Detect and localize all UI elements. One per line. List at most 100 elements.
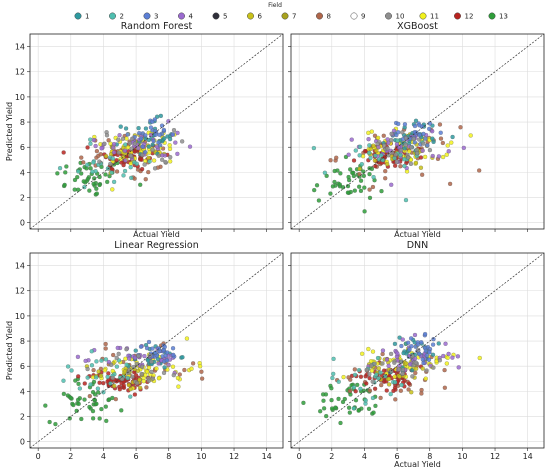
data-point (110, 375, 115, 380)
data-point (373, 164, 378, 169)
data-point (180, 355, 185, 360)
data-point (301, 400, 306, 405)
data-point (329, 398, 334, 403)
data-point (376, 376, 381, 381)
legend-marker (74, 12, 82, 20)
legend-item: 6 (247, 13, 263, 21)
data-point (447, 181, 453, 186)
data-point (403, 135, 409, 141)
data-point (123, 356, 128, 361)
data-point (381, 133, 386, 138)
data-point (143, 373, 148, 378)
data-point (399, 343, 404, 349)
data-point (76, 374, 81, 379)
data-point (103, 341, 108, 347)
data-point (406, 387, 411, 392)
data-point (85, 366, 90, 372)
y-tick-label: 2 (20, 194, 25, 203)
data-point (398, 164, 403, 169)
data-point (347, 388, 353, 394)
data-point (145, 369, 150, 374)
data-point (378, 370, 383, 375)
data-point (420, 148, 425, 153)
data-point (352, 372, 358, 377)
data-point (379, 189, 384, 194)
data-point (337, 182, 342, 187)
data-point (167, 143, 172, 148)
data-point (412, 123, 418, 129)
data-point (358, 178, 364, 183)
legend-label: 12 (465, 13, 474, 21)
data-point (348, 392, 353, 397)
data-point (420, 366, 425, 371)
data-point (132, 141, 137, 146)
data-point (409, 145, 414, 150)
data-point (370, 349, 376, 354)
data-point (430, 342, 436, 347)
data-point (402, 122, 408, 127)
data-point (94, 359, 99, 364)
data-point (82, 381, 87, 386)
data-point (369, 368, 375, 373)
data-point (81, 160, 86, 165)
data-point (91, 416, 96, 421)
data-point (65, 364, 71, 369)
data-point (386, 382, 392, 387)
data-point (366, 130, 371, 135)
data-point (125, 132, 130, 137)
data-point (136, 353, 141, 359)
data-point (96, 369, 101, 374)
data-point (200, 376, 205, 381)
data-point (367, 372, 372, 377)
data-point (353, 398, 359, 403)
data-point (99, 406, 104, 412)
data-point (445, 355, 450, 360)
data-point (75, 354, 81, 359)
data-point (94, 191, 99, 196)
data-point (356, 368, 362, 373)
data-point (379, 153, 384, 158)
data-point (413, 360, 418, 365)
legend-item: 10 (385, 13, 404, 21)
data-point (374, 372, 379, 377)
data-point (367, 187, 372, 192)
data-point (97, 380, 102, 385)
legend-label: 8 (327, 13, 331, 21)
data-point (97, 159, 102, 164)
data-point (184, 336, 190, 341)
data-point (375, 141, 380, 146)
data-point (417, 137, 422, 142)
data-point (338, 171, 343, 176)
data-point (171, 128, 177, 133)
data-point (393, 163, 398, 168)
data-point (140, 152, 145, 158)
data-point (414, 366, 419, 371)
data-point (406, 340, 411, 345)
data-point (117, 387, 122, 392)
data-point (392, 341, 398, 347)
data-point (79, 171, 84, 176)
chart-title: XGBoost (397, 21, 438, 32)
data-point (369, 363, 374, 368)
data-point (125, 145, 131, 150)
data-point (350, 170, 355, 175)
data-point (346, 174, 351, 180)
data-point (88, 137, 93, 142)
data-point (436, 154, 442, 159)
data-point (170, 364, 176, 369)
data-point (418, 165, 424, 170)
data-point (358, 386, 363, 391)
data-point (324, 413, 329, 419)
data-point (168, 155, 173, 160)
data-point (427, 126, 432, 131)
data-point (73, 378, 78, 383)
y-tick-label: 2 (20, 413, 25, 422)
data-point (364, 367, 369, 372)
data-point (143, 158, 148, 164)
data-point (106, 138, 111, 143)
data-point (69, 368, 74, 373)
reference-line (30, 253, 283, 448)
data-point (455, 354, 461, 359)
y-tick-label: 6 (20, 143, 25, 152)
data-point (409, 368, 415, 373)
